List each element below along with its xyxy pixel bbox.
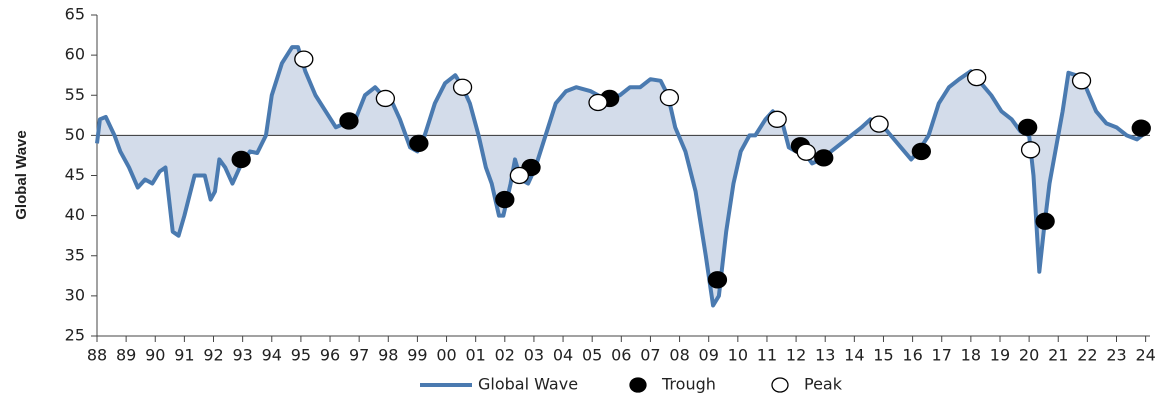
- x-tick-label: 10: [728, 346, 748, 365]
- x-tick-label: 09: [699, 346, 719, 365]
- x-tick-label: 95: [291, 346, 311, 365]
- marker: [231, 150, 251, 169]
- y-tick-label: 50: [65, 125, 85, 144]
- x-tick-label: 03: [524, 346, 544, 365]
- x-tick-label: 96: [320, 346, 340, 365]
- x-tick-label: 18: [961, 346, 981, 365]
- marker: [659, 89, 680, 107]
- y-tick-label: 40: [65, 205, 85, 224]
- x-tick-label: 12: [786, 346, 806, 365]
- line: [95, 45, 1149, 308]
- y-axis-label: Global Wave: [13, 130, 30, 219]
- legend-marker: [629, 377, 647, 393]
- x-tick-label: 01: [465, 346, 485, 365]
- y-tick-label: 30: [65, 285, 85, 304]
- marker: [294, 50, 314, 68]
- x-tick-label: 11: [757, 346, 777, 365]
- x-tick-label: 90: [145, 346, 165, 365]
- marker: [767, 110, 787, 128]
- legend-label: Peak: [804, 375, 843, 394]
- x-tick-label: 89: [116, 346, 136, 365]
- marker: [869, 115, 889, 133]
- x-tick-label: 02: [495, 346, 515, 365]
- marker: [814, 149, 834, 167]
- marker: [1018, 118, 1038, 136]
- x-tick-label: 97: [349, 346, 369, 365]
- x-tick-label: 16: [902, 346, 922, 365]
- marker: [509, 166, 530, 185]
- marker: [1131, 119, 1151, 137]
- marker: [1071, 72, 1092, 90]
- marker: [1020, 141, 1041, 159]
- marker: [375, 89, 396, 108]
- x-tick-label: 04: [553, 346, 573, 365]
- marker: [588, 93, 608, 112]
- x-tick-label: 99: [407, 346, 427, 365]
- marker: [911, 142, 931, 161]
- marker: [707, 271, 728, 289]
- marker: [796, 143, 816, 161]
- x-tick-label: 15: [873, 346, 893, 365]
- x-tick-label: 20: [1019, 346, 1039, 365]
- x-tick-label: 24: [1135, 346, 1155, 365]
- x-tick-label: 13: [815, 346, 835, 365]
- area-fill: [97, 47, 1148, 306]
- x-tick-label: 98: [378, 346, 398, 365]
- x-tick-label: 08: [669, 346, 689, 365]
- y-tick-label: 60: [65, 45, 85, 64]
- legend-label: Global Wave: [478, 375, 578, 394]
- x-tick-label: 06: [611, 346, 631, 365]
- x-tick-label: 22: [1077, 346, 1097, 365]
- x-tick-label: 07: [640, 346, 660, 365]
- y-tick-label: 65: [65, 5, 85, 24]
- legend-label: Trough: [661, 375, 716, 394]
- marker: [495, 190, 515, 209]
- x-tick-label: 17: [932, 346, 952, 365]
- y-tick-label: 25: [65, 326, 85, 345]
- legend-marker: [771, 377, 789, 393]
- y-tick-label: 35: [65, 245, 85, 264]
- x-tick-label: 21: [1048, 346, 1068, 365]
- marker: [339, 112, 359, 130]
- x-tick-label: 19: [990, 346, 1010, 365]
- x-tick-label: 00: [436, 346, 456, 365]
- x-tick-label: 93: [232, 346, 252, 365]
- x-tick-label: 23: [1106, 346, 1126, 365]
- y-tick-label: 55: [65, 85, 85, 104]
- x-tick-label: 05: [582, 346, 602, 365]
- y-tick-label: 45: [65, 165, 85, 184]
- x-tick-label: 92: [203, 346, 223, 365]
- x-tick-label: 94: [262, 346, 282, 365]
- marker: [409, 134, 429, 153]
- x-tick-label: 14: [844, 346, 864, 365]
- x-tick-label: 91: [174, 346, 194, 365]
- x-tick-label: 88: [87, 346, 107, 365]
- marker: [1035, 212, 1055, 230]
- marker: [452, 78, 473, 96]
- marker: [967, 68, 987, 87]
